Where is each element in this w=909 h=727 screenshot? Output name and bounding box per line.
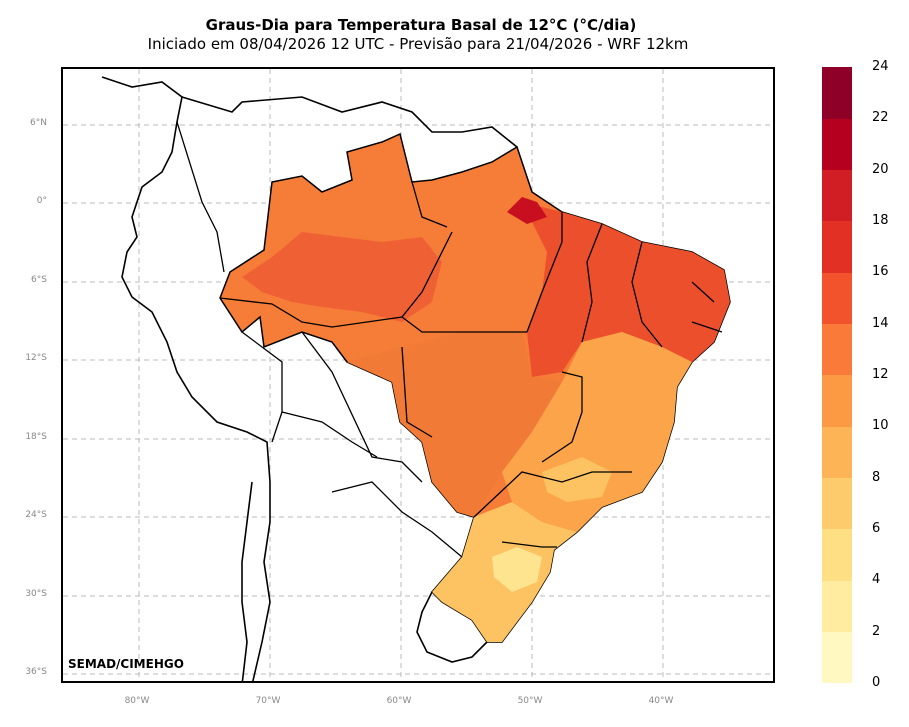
colorbar-segment bbox=[822, 477, 852, 530]
lat-label-24s: 24°S bbox=[25, 510, 47, 520]
colorbar-tick-label: 16 bbox=[872, 264, 889, 280]
map-canvas bbox=[63, 69, 773, 681]
lat-label-6n: 6°N bbox=[30, 118, 47, 128]
map-panel bbox=[61, 67, 775, 683]
region-extreme-coast bbox=[507, 197, 547, 224]
lat-label-18s: 18°S bbox=[25, 432, 47, 442]
lon-label-50w: 50°W bbox=[517, 696, 543, 706]
colorbar-tick-label: 6 bbox=[872, 521, 881, 536]
colorbar-segment bbox=[822, 529, 852, 581]
colorbar-segment bbox=[822, 323, 852, 376]
colorbar-segment bbox=[822, 426, 852, 479]
colorbar-segment bbox=[822, 580, 852, 633]
colorbar-segment bbox=[822, 272, 852, 325]
chart-subtitle: Iniciado em 08/04/2026 12 UTC - Previsão… bbox=[147, 35, 689, 53]
region-central-west bbox=[347, 332, 562, 517]
colorbar-tick-label: 12 bbox=[872, 367, 889, 382]
lat-label-0: 0° bbox=[36, 196, 47, 206]
lon-label-60w: 60°W bbox=[386, 696, 412, 706]
uruguay-argentina bbox=[416, 591, 488, 663]
lat-label-36s: 36°S bbox=[25, 667, 47, 677]
lat-label-12s: 12°S bbox=[25, 353, 47, 363]
state-borders bbox=[219, 181, 723, 548]
lat-label-6s: 6°S bbox=[31, 275, 47, 285]
colorbar-tick-label: 10 bbox=[872, 418, 889, 434]
credit-label: SEMAD/CIMEHGO bbox=[68, 657, 184, 671]
colorbar-tick-label: 8 bbox=[872, 469, 881, 485]
colorbar-segment bbox=[822, 67, 852, 119]
lon-label-40w: 40°W bbox=[648, 696, 674, 706]
colorbar-tick-label: 24 bbox=[872, 59, 889, 74]
lon-label-70w: 70°W bbox=[255, 696, 281, 706]
lat-label-30s: 30°S bbox=[25, 589, 47, 599]
lon-label-80w: 80°W bbox=[124, 696, 150, 706]
pacific-coast-south bbox=[241, 481, 253, 681]
colorbar-tick-label: 14 bbox=[872, 315, 889, 331]
colorbar-segment bbox=[822, 375, 852, 427]
colorbar-tick-label: 20 bbox=[872, 161, 889, 177]
region-northeast bbox=[522, 202, 730, 377]
south-america-outline bbox=[101, 76, 271, 681]
country-borders bbox=[176, 121, 463, 558]
region-south-cool bbox=[492, 547, 542, 592]
colorbar-segment bbox=[822, 221, 852, 273]
colorbar-tick-label: 2 bbox=[872, 623, 881, 639]
colorbar bbox=[822, 67, 852, 684]
colorbar-tick-label: 18 bbox=[872, 213, 889, 228]
colorbar-segment bbox=[822, 631, 852, 684]
colorbar-segment bbox=[822, 169, 852, 222]
colorbar-segment bbox=[822, 118, 852, 171]
colorbar-tick-label: 22 bbox=[872, 110, 889, 126]
caribbean-coast bbox=[181, 96, 518, 148]
chart-title: Graus-Dia para Temperatura Basal de 12°C… bbox=[205, 16, 637, 34]
colorbar-tick-label: 4 bbox=[872, 572, 881, 588]
region-southeast-cool bbox=[542, 457, 612, 502]
region-amazon-core bbox=[242, 232, 442, 322]
colorbar-tick-label: 0 bbox=[872, 675, 881, 690]
